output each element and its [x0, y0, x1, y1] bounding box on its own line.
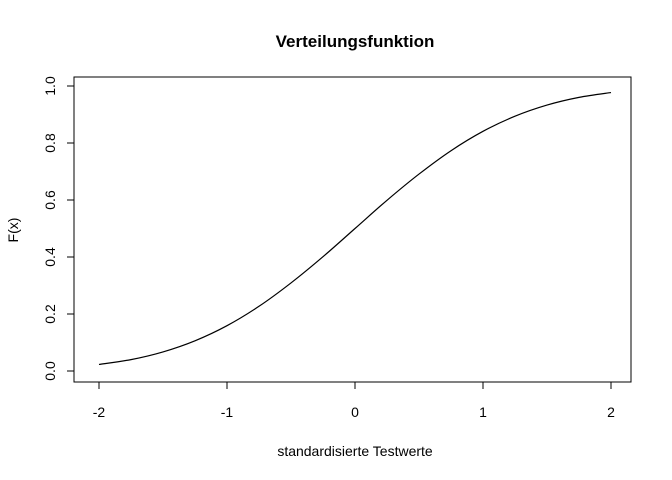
- cdf-curve: [98, 91, 612, 366]
- x-tick-label: -1: [221, 404, 234, 420]
- y-tick-label: 0.8: [42, 133, 58, 153]
- x-tick-label: 1: [479, 404, 487, 420]
- x-tick-label: 2: [607, 404, 615, 420]
- y-tick-label: 1.0: [42, 76, 58, 96]
- y-axis: 0.0 0.2 0.4 0.6 0.8 1.0: [42, 76, 75, 381]
- plot-frame: [73, 76, 632, 383]
- y-axis-label: F(x): [5, 218, 21, 243]
- x-tick-label: -2: [93, 404, 106, 420]
- y-tick-label: 0.6: [42, 190, 58, 210]
- x-axis: -2 -1 0 1 2: [93, 381, 615, 420]
- chart-title: Verteilungsfunktion: [276, 32, 435, 51]
- y-tick-label: 0.2: [42, 304, 58, 324]
- y-tick-label: 0.0: [42, 361, 58, 381]
- y-tick-label: 0.4: [42, 247, 58, 267]
- x-tick-label: 0: [351, 404, 359, 420]
- x-axis-label: standardisierte Testwerte: [277, 443, 433, 459]
